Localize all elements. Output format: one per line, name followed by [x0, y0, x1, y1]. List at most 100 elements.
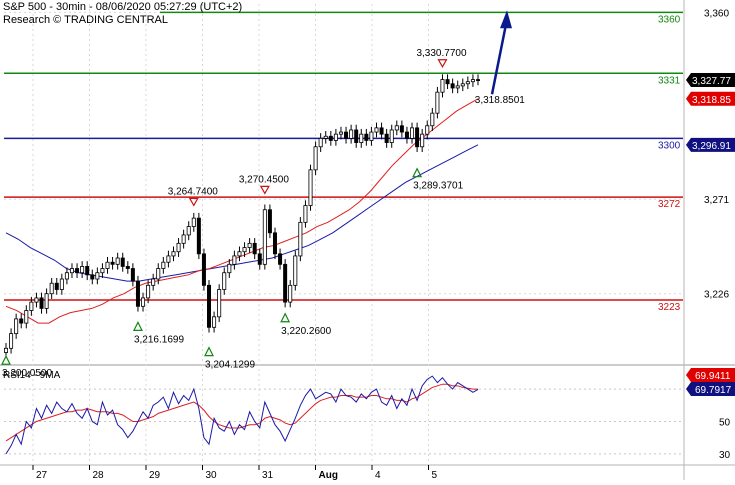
chart-subtitle: Research © TRADING CENTRAL	[3, 14, 168, 26]
ma-fast-line	[5, 98, 479, 324]
candle	[404, 126, 409, 144]
candle-body	[247, 242, 252, 248]
candle	[344, 126, 349, 144]
candle-body	[257, 253, 262, 265]
rsi-tag-rsi_ma	[686, 368, 735, 382]
candle-body	[19, 318, 24, 324]
candle	[90, 269, 95, 285]
candle-body	[181, 234, 186, 244]
y-tick-label: 3,226	[704, 290, 729, 301]
x-tick-label: 31	[262, 470, 274, 480]
candle	[374, 122, 379, 138]
candle	[430, 107, 435, 132]
x-tick-label: 27	[36, 470, 48, 480]
candle	[323, 131, 328, 144]
rsi-y-tick-label: 50	[719, 417, 731, 428]
candle	[415, 122, 420, 153]
candle	[95, 267, 100, 285]
candle-body	[125, 266, 130, 269]
candle-body	[369, 131, 374, 141]
candle	[141, 292, 146, 312]
candle	[272, 227, 277, 260]
candle	[354, 124, 359, 148]
candle-body	[460, 83, 465, 87]
annotation-label: 3,216.1699	[134, 334, 184, 345]
level-label-3331: 3331	[658, 75, 681, 86]
candle	[69, 263, 74, 278]
candle	[166, 250, 171, 268]
ma-slow-line	[5, 144, 479, 282]
candle-body	[176, 242, 181, 253]
candle	[85, 261, 90, 281]
candle	[267, 204, 272, 239]
annotation-label: 3,270.4500	[239, 174, 289, 185]
x-tick-label: 30	[206, 470, 218, 480]
candle	[445, 74, 450, 90]
annotation-label: 3,264.7400	[168, 186, 218, 197]
price-tag-label: 3,318.85	[692, 95, 731, 106]
candle-body	[69, 268, 74, 274]
candle-body	[252, 242, 257, 255]
candle-body	[349, 129, 354, 139]
candle-body	[338, 131, 343, 135]
candle	[369, 126, 374, 146]
chart-title: S&P 500 - 30min - 08/06/2020 05:27:29 (U…	[3, 1, 243, 13]
candle-body	[59, 278, 64, 290]
candle-body	[34, 297, 39, 303]
candle	[207, 280, 212, 333]
candle	[232, 250, 237, 270]
y-tick-label: 3,271	[704, 195, 729, 206]
candle-body	[196, 217, 201, 255]
candle-body	[440, 79, 445, 93]
candle	[191, 212, 196, 232]
candle	[176, 238, 181, 257]
candle-body	[344, 131, 349, 139]
candle-body	[135, 280, 140, 307]
candle	[288, 280, 293, 308]
candle	[460, 78, 465, 92]
candle	[257, 248, 262, 270]
candle-body	[191, 217, 196, 227]
candle-body	[186, 226, 191, 236]
candle	[54, 277, 59, 295]
y-tick-label: 3,360	[704, 8, 729, 19]
up-marker	[132, 321, 143, 331]
candle	[237, 246, 242, 262]
candle-body	[283, 263, 288, 303]
candle-body	[232, 255, 237, 265]
candle	[34, 292, 39, 308]
candle	[399, 120, 404, 138]
candle	[349, 124, 354, 144]
up-marker	[412, 167, 423, 178]
candle	[303, 200, 308, 228]
candle	[379, 122, 384, 140]
up-marker	[204, 346, 214, 357]
annotation-label: 3,330.7700	[416, 48, 466, 59]
annotation-label: 3,289.3701	[413, 181, 463, 192]
candle-body	[359, 133, 364, 143]
candle	[171, 246, 176, 262]
candle	[161, 256, 166, 274]
candle	[410, 122, 415, 144]
candle	[151, 273, 156, 291]
candle-body	[110, 261, 115, 265]
candle	[217, 284, 222, 323]
candle	[19, 313, 24, 329]
rsi-tag-label: 69.9411	[695, 371, 731, 382]
candle	[24, 305, 29, 329]
candle-body	[425, 125, 430, 135]
candle-body	[9, 333, 14, 349]
candle	[39, 292, 44, 314]
candle-body	[278, 253, 283, 265]
candle	[110, 256, 115, 270]
candle-body	[293, 255, 298, 286]
candle-body	[130, 268, 135, 282]
x-tick-label: Aug	[319, 470, 338, 480]
x-tick-label: 28	[93, 470, 105, 480]
candle-body	[475, 79, 480, 81]
candle-body	[389, 129, 394, 143]
candle-body	[333, 133, 338, 141]
candle-body	[29, 301, 34, 311]
candle-body	[298, 221, 303, 257]
